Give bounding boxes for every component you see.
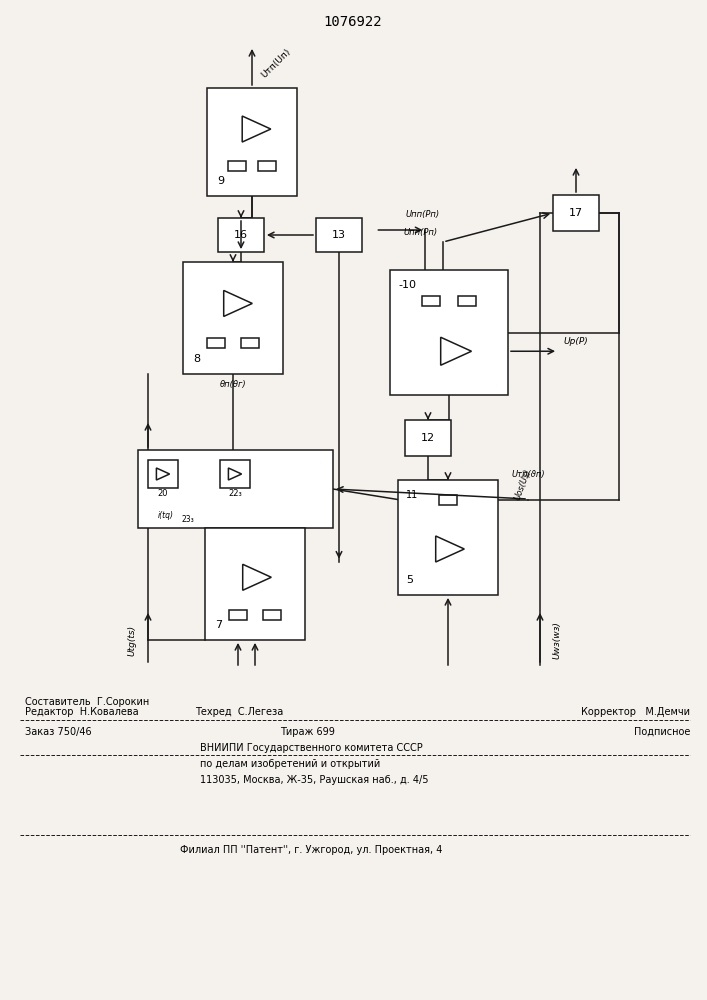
Text: по делам изобретений и открытий: по делам изобретений и открытий [200,759,380,769]
Text: Uпп(Pп): Uпп(Pп) [405,211,440,220]
Text: Uos(Us): Uos(Us) [513,468,532,501]
Text: -10: -10 [398,280,416,290]
Text: Uтп(Uп): Uтп(Uп) [260,47,293,79]
Text: 22₃: 22₃ [228,489,242,498]
Text: 8: 8 [193,354,200,364]
Text: Заказ 750/46: Заказ 750/46 [25,727,92,737]
Text: Филиал ПП ''Патент'', г. Ужгород, ул. Проектная, 4: Филиал ПП ''Патент'', г. Ужгород, ул. Пр… [180,845,443,855]
Bar [228,161,246,171]
Bar [422,296,440,306]
Text: 9: 9 [217,176,224,186]
Bar [398,480,498,595]
Text: 17: 17 [569,208,583,218]
Text: 16: 16 [234,230,248,240]
Text: 7: 7 [215,620,222,630]
Bar [263,610,281,620]
Text: 1076922: 1076922 [324,15,382,29]
Text: 113035, Москва, Ж-35, Раушская наб., д. 4/5: 113035, Москва, Ж-35, Раушская наб., д. … [200,775,428,785]
Bar [316,218,362,252]
Text: Корректор   М.Демчи: Корректор М.Демчи [581,707,690,717]
Text: Uтп(ϑп): Uтп(ϑп) [511,470,545,479]
Text: 5: 5 [406,575,413,585]
Text: Тираж 699: Тираж 699 [280,727,335,737]
Bar [148,460,178,488]
Bar [205,528,305,640]
Bar [207,338,225,348]
Text: 13: 13 [332,230,346,240]
Text: 23₃: 23₃ [182,516,194,524]
Text: 11: 11 [406,490,419,500]
Text: 20: 20 [158,489,168,498]
Bar [439,495,457,505]
Text: Редактор  Н.Ковалева: Редактор Н.Ковалева [25,707,139,717]
Bar [220,460,250,488]
Bar [258,161,276,171]
Bar [207,88,297,196]
Text: ВНИИПИ Государственного комитета СССР: ВНИИПИ Государственного комитета СССР [200,743,423,753]
Bar [241,338,259,348]
Text: Составитель  Г.Сорокин: Составитель Г.Сорокин [25,697,149,707]
Bar [183,262,283,374]
Bar [229,610,247,620]
Bar [218,218,264,252]
Bar [390,270,508,395]
Bar [405,420,451,456]
Text: Техред  С.Легеза: Техред С.Легеза [195,707,284,717]
Text: Uwз(wз): Uwз(wз) [552,621,561,659]
Bar [138,450,333,528]
Text: 12: 12 [421,433,435,443]
Text: Utg(ts): Utg(ts) [127,624,136,656]
Text: Uпп(Pп): Uпп(Pп) [404,228,438,236]
Text: i(tq): i(tq) [158,512,174,520]
Text: θп(θг): θп(θг) [220,379,246,388]
Text: Подписное: Подписное [633,727,690,737]
Text: Up(P): Up(P) [563,337,588,346]
Bar [553,195,599,231]
Bar [457,296,476,306]
